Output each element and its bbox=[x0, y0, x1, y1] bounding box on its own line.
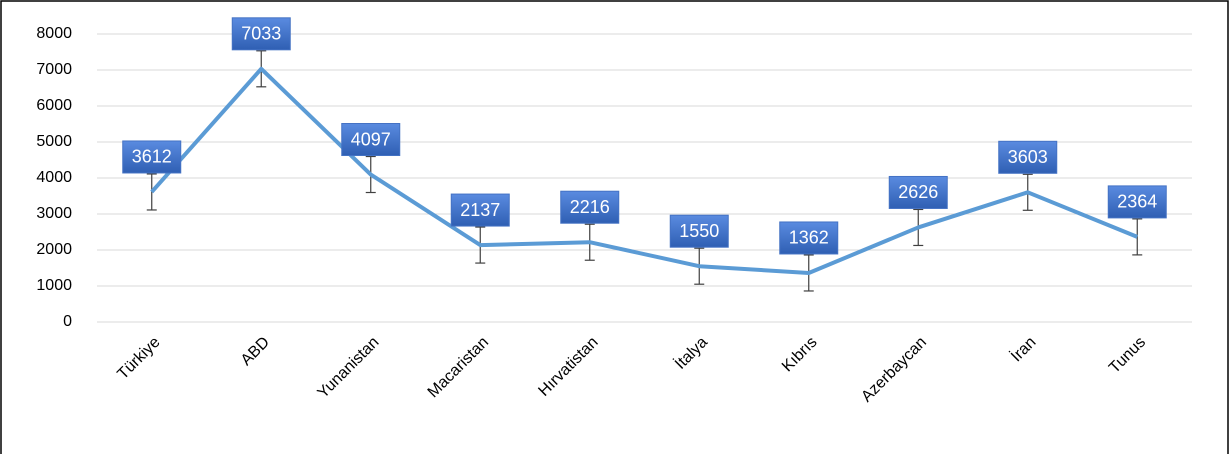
data-label-box bbox=[341, 123, 401, 157]
y-tick-label: 3000 bbox=[36, 205, 72, 222]
y-tick-label: 8000 bbox=[36, 25, 72, 42]
data-label: 4097 bbox=[351, 129, 391, 149]
y-tick-label: 0 bbox=[63, 313, 72, 330]
data-label: 2137 bbox=[460, 200, 500, 220]
data-label: 7033 bbox=[241, 24, 281, 44]
y-tick-label: 2000 bbox=[36, 241, 72, 258]
data-label-box bbox=[779, 221, 839, 255]
y-tick-label: 1000 bbox=[36, 277, 72, 294]
data-label: 1550 bbox=[679, 221, 719, 241]
data-label: 2216 bbox=[570, 197, 610, 217]
data-label-box bbox=[560, 190, 620, 224]
data-label-box bbox=[998, 140, 1058, 174]
data-label-box bbox=[122, 140, 182, 174]
data-label: 3612 bbox=[132, 147, 172, 167]
data-label: 2626 bbox=[898, 182, 938, 202]
data-label-box bbox=[669, 214, 729, 248]
y-tick-label: 5000 bbox=[36, 133, 72, 150]
data-label-box bbox=[231, 17, 291, 51]
data-label-box bbox=[450, 193, 510, 227]
y-tick-label: 6000 bbox=[36, 97, 72, 114]
y-tick-label: 4000 bbox=[36, 169, 72, 186]
data-label-box bbox=[888, 175, 948, 209]
y-tick-label: 7000 bbox=[36, 61, 72, 78]
line bbox=[150, 66, 1139, 275]
data-label-box bbox=[1107, 185, 1167, 219]
data-label: 1362 bbox=[789, 228, 829, 248]
data-label: 2364 bbox=[1117, 192, 1157, 212]
data-label: 3603 bbox=[1008, 147, 1048, 167]
